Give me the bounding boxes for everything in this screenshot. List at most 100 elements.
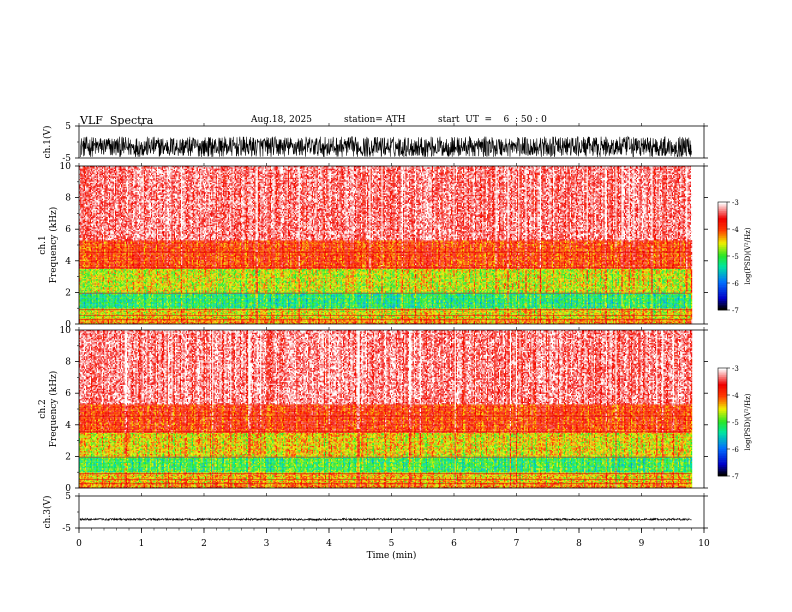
colorbar-swatch <box>718 284 727 287</box>
spectrogram-band-1 <box>328 484 330 486</box>
spectrogram-band-3 <box>409 457 411 460</box>
spectrogram-band-5 <box>109 242 685 268</box>
spectrogram-band-1 <box>610 321 612 323</box>
spectrogram-band-1 <box>503 319 505 321</box>
colorbar-swatch <box>718 243 727 246</box>
spectrogram-band-4 <box>85 271 659 293</box>
spectrogram-band-4 <box>621 277 630 293</box>
colorbar-swatch <box>718 263 727 266</box>
colorbar-swatch <box>718 265 727 268</box>
spectrogram-band-4 <box>539 272 541 275</box>
spectrogram-band-2 <box>93 309 625 320</box>
spectrogram-band-4 <box>154 272 668 293</box>
spectrogram-band-2 <box>145 472 673 484</box>
spectrogram-band-2 <box>605 311 607 314</box>
spectrogram-band-4 <box>539 289 541 292</box>
spectrogram-band-5 <box>81 241 666 269</box>
spectrogram-band-3 <box>509 461 511 464</box>
colorbar-swatch <box>718 205 727 208</box>
spectrogram-band-5 <box>81 240 678 269</box>
station-label: station= ATH <box>344 115 406 125</box>
spectrogram-band-5 <box>615 242 617 245</box>
spectrogram-band-2 <box>121 308 647 320</box>
spectrogram-band-1 <box>595 484 597 486</box>
spectrogram-band-3 <box>473 293 475 296</box>
spectrogram-band-4 <box>147 268 685 290</box>
spectrogram-band-1 <box>652 321 654 323</box>
spectrogram-band-1 <box>178 319 180 321</box>
spectrogram-band-1 <box>165 319 563 323</box>
spectrogram-band-3 <box>212 465 214 468</box>
spectrogram-band-2 <box>495 311 497 314</box>
spectrogram-band-1 <box>171 484 173 486</box>
colorbar-swatch <box>718 229 727 232</box>
spectrogram-band-3 <box>507 304 509 306</box>
spectrogram-band-1 <box>369 485 371 487</box>
spectrogram-band-3 <box>621 295 623 297</box>
spectrogram-band-1 <box>115 321 117 323</box>
colorbar-swatch <box>718 209 727 212</box>
spectrogram-band-6 <box>80 166 691 240</box>
colorbar-swatch <box>718 259 727 262</box>
spectrogram-band-3 <box>298 293 300 296</box>
spectrogram-band-1 <box>81 319 681 325</box>
spectrogram-band-1 <box>256 319 258 321</box>
spectrogram-band-3 <box>401 305 403 308</box>
spectrogram-band-3 <box>181 304 183 306</box>
spectrogram-band-1 <box>478 484 480 486</box>
spectrogram-band-1 <box>691 319 693 321</box>
spectrogram-band-3 <box>381 306 383 309</box>
spectrogram-band-3 <box>685 469 687 472</box>
spectrogram-band-3 <box>518 302 520 305</box>
spectrogram-band-3 <box>385 470 387 473</box>
spectrogram-band-1 <box>98 485 100 487</box>
spectrogram-band-1 <box>602 321 604 323</box>
spectrogram-band-4 <box>381 276 383 279</box>
spectrogram-band-2 <box>628 308 630 310</box>
spectrogram-band-1 <box>621 319 623 321</box>
spectrogram-band-1 <box>112 321 114 323</box>
spectrogram-band-4 <box>125 448 127 451</box>
spectrogram-band-1 <box>615 484 617 486</box>
spectrogram-band-1 <box>289 319 624 325</box>
spectrogram-band-3 <box>357 459 359 461</box>
spectrogram-band-1 <box>170 320 172 322</box>
spectrogram-band-1 <box>487 320 489 322</box>
spectrogram-band-2 <box>125 474 127 477</box>
spectrogram-band-1 <box>548 484 550 486</box>
spectrogram-band-3 <box>124 470 126 473</box>
spectrogram-band-6 <box>80 166 690 241</box>
spectrogram-band-3 <box>633 295 635 297</box>
spectrogram-band-1 <box>441 321 443 323</box>
spectrogram-band-3 <box>107 456 680 473</box>
spectrogram-band-3 <box>525 297 527 300</box>
spectrogram-band-1 <box>436 484 438 486</box>
spectrogram-band-4 <box>88 434 664 454</box>
spectrogram-band-3 <box>219 456 684 470</box>
colorbar-swatch <box>718 256 727 259</box>
spectrogram-band-5 <box>691 257 693 259</box>
spectrogram-band-2 <box>652 313 654 315</box>
spectrogram-band-1 <box>118 320 120 322</box>
spectrogram-band-1 <box>341 320 545 325</box>
spectrogram-band-2 <box>596 475 598 478</box>
spectrogram-band-1 <box>673 484 675 486</box>
spectrogram-band-3 <box>163 292 678 309</box>
spectrogram-band-3 <box>125 464 127 466</box>
spectrogram-band-1 <box>357 485 359 487</box>
spectrogram-band-4 <box>686 281 688 284</box>
spectrogram-band-4 <box>256 279 258 292</box>
colorbar-swatch <box>718 248 727 251</box>
spectrogram-band-1 <box>619 484 621 486</box>
colorbar-swatch <box>718 308 727 311</box>
spectrogram-band-2 <box>670 477 676 483</box>
spectrogram-band-1 <box>400 483 402 485</box>
spectrogram-band-3 <box>413 469 415 472</box>
spectrogram-band-3 <box>447 302 449 305</box>
spectrogram-band-1 <box>687 483 689 485</box>
spectrogram-band-2 <box>686 310 688 313</box>
spectrogram-band-3 <box>103 456 623 473</box>
spectrogram-band-2 <box>475 313 477 315</box>
spectrogram-band-1 <box>230 321 232 323</box>
colorbar-swatch <box>718 266 727 269</box>
